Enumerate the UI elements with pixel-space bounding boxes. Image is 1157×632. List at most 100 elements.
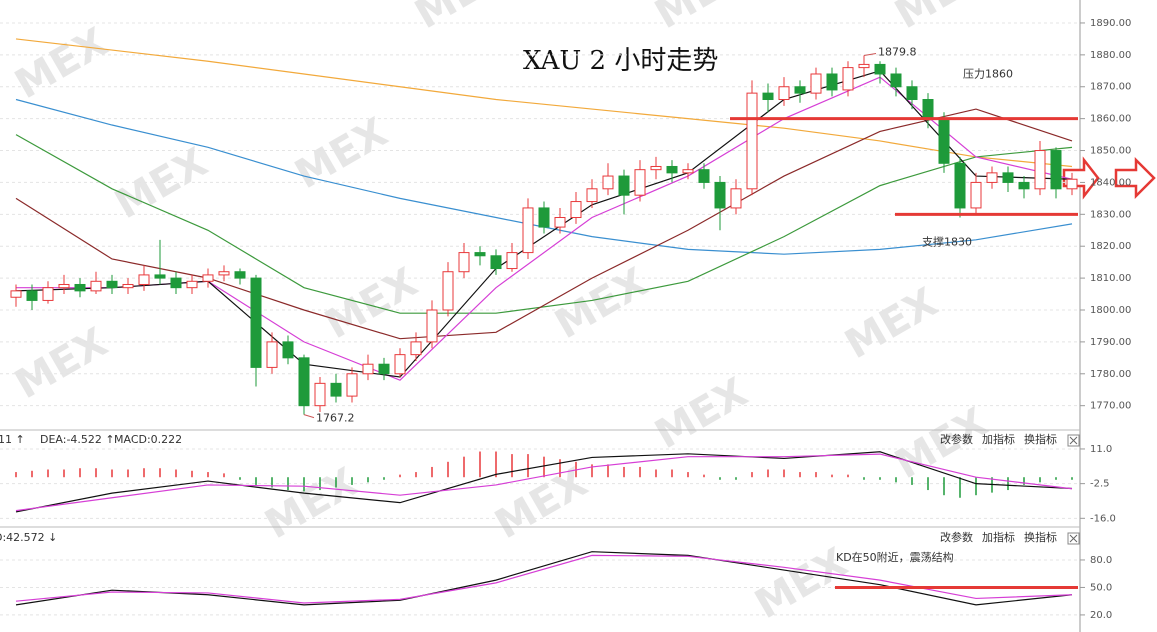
candle-body [554,217,566,228]
y-tick-label: -2.5 [1090,479,1110,490]
candle-body [442,271,454,311]
candle-body [1034,150,1046,190]
indicator-header: MACD:0.222 [114,433,182,446]
candle-body [458,252,470,273]
indicator-header: 11 ↑ [0,433,25,446]
candle-body [522,207,534,254]
candle-body [954,162,966,209]
candle-body [794,86,806,94]
candle-body [170,277,182,289]
candle-body [986,172,998,183]
candle-body [746,92,758,190]
toolbar-button[interactable]: 改参数 [940,530,973,544]
candle-body [1018,181,1030,190]
candle-body [858,63,870,69]
candle-body [346,373,358,397]
candle-body [1002,172,1014,183]
candle-body [42,287,54,301]
candle-body [154,274,166,279]
y-tick-label: 1810.00 [1090,273,1131,284]
candle-body [570,201,582,219]
candle-body [394,354,406,375]
y-tick-label: 1820.00 [1090,241,1131,252]
y-tick-label: 20.0 [1090,610,1112,621]
indicator-line [15,134,1073,314]
candle-body [618,175,630,196]
candle-body [810,73,822,94]
chart-title: XAU 2 小时走势 [523,46,718,76]
toolbar-button[interactable]: 改参数 [940,432,973,446]
candle-body [26,290,38,301]
indicator-line [15,108,1073,340]
candle-body [698,169,710,183]
y-tick-label: 1850.00 [1090,146,1131,157]
candle-body [10,290,22,298]
y-tick-label: 1890.00 [1090,18,1131,29]
arrow [1114,156,1156,200]
candle-body [538,207,550,228]
y-tick-label: 1800.00 [1090,305,1131,316]
candle-body [410,341,422,356]
candle-body [330,382,342,397]
candle-body [682,169,694,174]
level-label: 压力1860 [963,68,1013,81]
indicator-line [15,554,1073,604]
candle-body [666,165,678,174]
y-tick-label: 1880.00 [1090,50,1131,61]
candle-body [890,73,902,88]
candle-body [58,283,70,289]
candle-body [122,283,134,289]
candle-body [714,181,726,209]
candle-body [266,341,278,368]
indicator-header: DEA:-4.522 ↑ [40,433,115,446]
candle-body [138,274,150,285]
candle-body [634,169,646,196]
candle-body [362,363,374,375]
candle-body [778,86,790,101]
candle-body [234,271,246,279]
close-button[interactable] [1067,532,1080,545]
high-label: 1879.8 [878,45,917,58]
extreme-pointer [303,414,315,419]
toolbar-button[interactable]: 换指标 [1024,432,1057,446]
y-tick-label: 1790.00 [1090,337,1131,348]
y-tick-label: 80.0 [1090,555,1112,566]
indicator-line [15,451,1073,513]
extreme-pointer [863,53,877,56]
toolbar-button[interactable]: 换指标 [1024,530,1057,544]
y-tick-label: 1770.00 [1090,401,1131,412]
candle-body [650,165,662,171]
candle-body [90,280,102,292]
indicator-line [15,453,1073,512]
candle-body [826,73,838,91]
y-tick-label: 1870.00 [1090,82,1131,93]
candle-body [74,283,86,292]
candle-body [586,188,598,203]
candle-body [1050,150,1062,190]
close-icon [1069,436,1078,445]
candle-body [378,363,390,375]
candle-body [202,274,214,282]
candle-body [298,357,310,407]
candle-body [218,271,230,276]
candle-body [490,255,502,270]
candle-body [314,382,326,407]
candle-body [506,252,518,270]
candle-body [186,280,198,289]
y-tick-label: 11.0 [1090,444,1112,455]
candle-body [874,63,886,75]
toolbar-button[interactable]: 加指标 [982,432,1015,446]
candle-body [842,67,854,91]
close-button[interactable] [1067,434,1080,447]
candle-body [250,277,262,368]
candle-body [426,309,438,343]
candle-body [282,341,294,359]
annotation: KD在50附近，震荡结构 [836,550,954,564]
toolbar-button[interactable]: 加指标 [982,530,1015,544]
candle-body [762,92,774,101]
arrows [1062,156,1156,200]
candle-body [730,188,742,209]
y-tick-label: -16.0 [1090,513,1116,524]
candle-body [1066,178,1078,190]
candle-body [938,118,950,164]
